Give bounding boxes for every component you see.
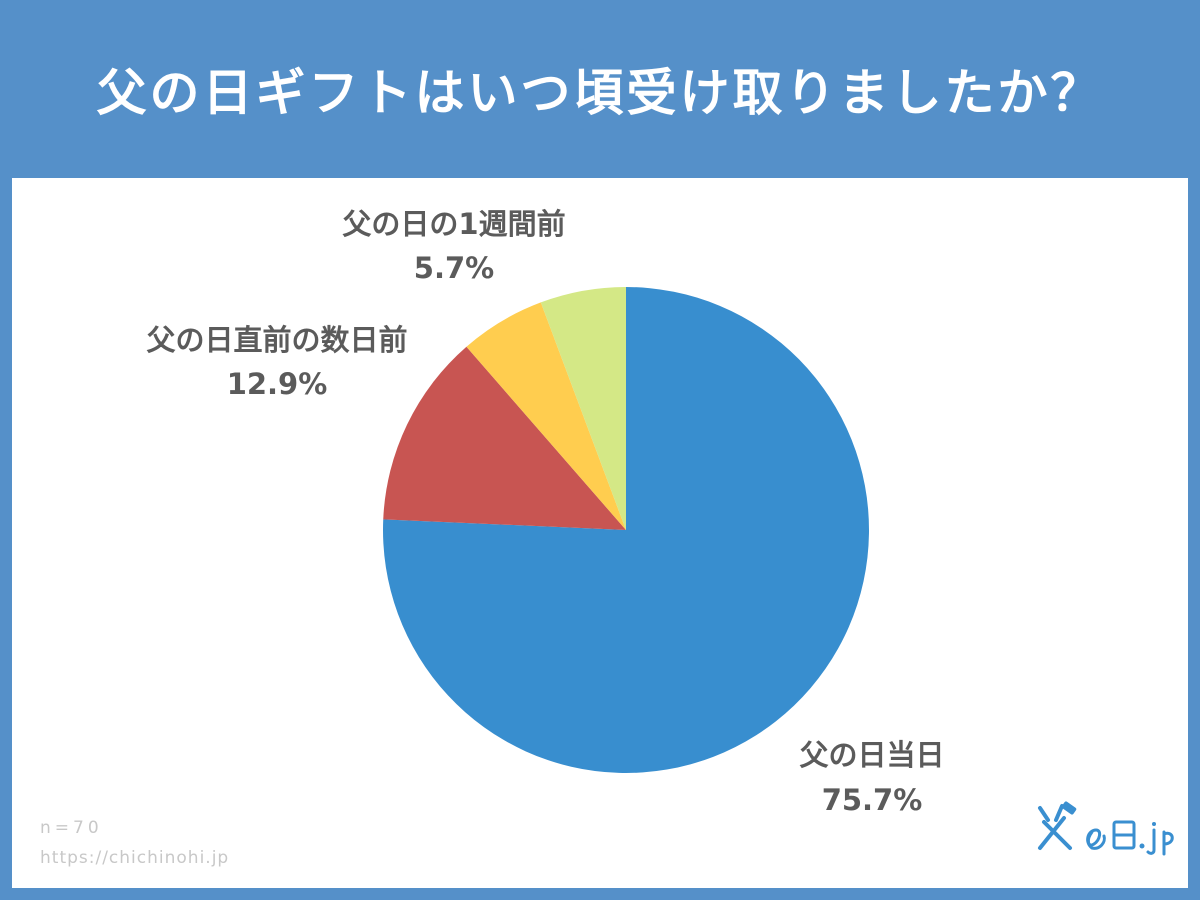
pie-slice [466,302,626,530]
source-url: https://chichinohi.jp [40,848,230,868]
pie-slice [540,287,626,530]
slice-label: 父の日の1週間前 [342,207,565,241]
site-logo [1038,801,1174,856]
sample-size-label: n=70 [40,818,103,838]
slice-label: 父の日直前の数日前 [146,323,407,357]
pie-slice [383,346,626,530]
pie-chart: 父の日当日 75.7% 父の日直前の数日前 12.9% 父の日の1週間前 5.7% [146,207,944,817]
slice-value-label: 5.7% [414,251,494,285]
chart-title: 父の日ギフトはいつ頃受け取りましたか？ [96,64,1104,122]
slice-label: 父の日当日 [799,738,944,772]
chart-panel: 父の日当日 75.7% 父の日直前の数日前 12.9% 父の日の1週間前 5.7% n=7… [12,178,1188,888]
slice-value-label: 75.7% [822,783,923,817]
slice-value-label: 12.9% [227,367,328,401]
